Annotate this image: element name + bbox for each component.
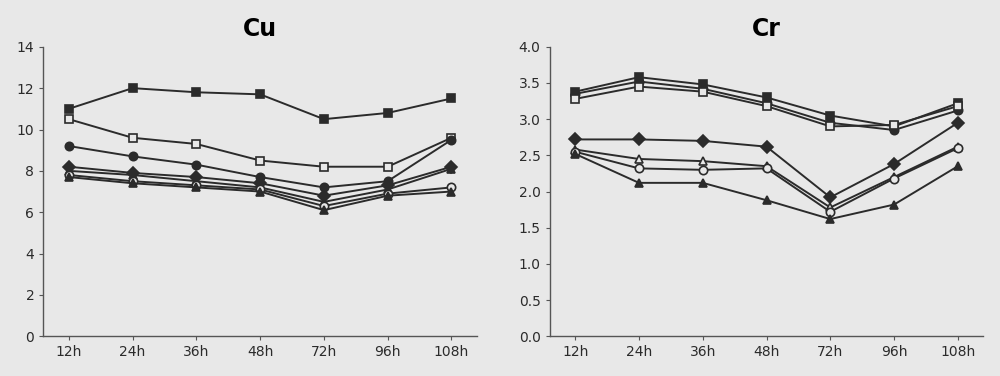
Title: Cr: Cr bbox=[752, 17, 781, 41]
Title: Cu: Cu bbox=[243, 17, 277, 41]
